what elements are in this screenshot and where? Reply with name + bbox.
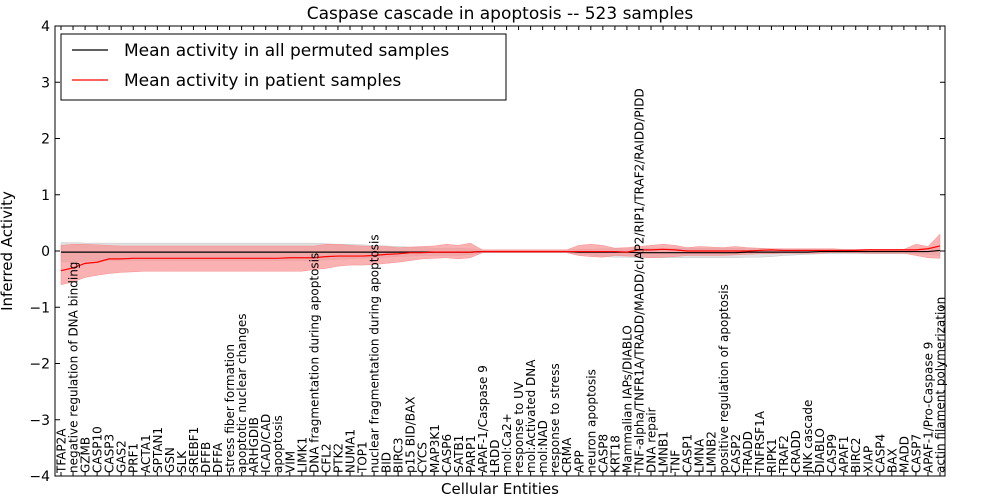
entity-label: LMNB2 — [705, 431, 719, 473]
entity-label: CASP6 — [440, 434, 454, 473]
entity-label: negative regulation of DNA binding — [67, 262, 81, 473]
entity-label: CFL2 — [319, 443, 333, 473]
entity-label: TRAF2 — [777, 435, 791, 474]
y-tick-label: 0 — [41, 244, 50, 260]
y-tick-label: 4 — [41, 19, 50, 35]
entity-label: CASP2 — [729, 434, 743, 473]
entity-label: APAF-1/Caspase 9 — [476, 365, 490, 473]
entity-label: BIRC2 — [849, 437, 863, 473]
entity-label: CASP4 — [873, 434, 887, 473]
legend-box — [60, 33, 507, 101]
entity-label: GZMB — [79, 437, 93, 473]
legend-label-permuted: Mean activity in all permuted samples — [124, 41, 449, 61]
entity-label: APAF1 — [837, 436, 851, 473]
entity-label: RIPK1 — [765, 438, 779, 473]
chart-title: Caspase cascade in apoptosis -- 523 samp… — [307, 4, 694, 24]
entity-label: TRADD — [741, 431, 755, 474]
entity-label: TNF-alpha/TNFR1A/TRADD/MADD/cIAP2/RIP1/T… — [632, 88, 646, 474]
entity-label: DFFA — [211, 442, 225, 473]
legend-label-patient: Mean activity in patient samples — [124, 71, 401, 91]
entity-label: LRDD — [488, 439, 502, 473]
entity-label: PTK2 — [331, 443, 345, 473]
entity-label: XIAP — [861, 446, 875, 473]
entity-label: neuron apoptosis — [584, 369, 598, 473]
legend: Mean activity in all permuted samples Me… — [60, 33, 507, 101]
x-axis-ticks — [60, 26, 941, 476]
y-tick-label: −4 — [29, 469, 50, 485]
entity-label: BAX — [885, 448, 899, 473]
entity-label: JNK cascade — [801, 400, 815, 474]
x-axis-label: Cellular Entities — [441, 480, 559, 498]
entity-label: CASP8 — [596, 434, 610, 473]
y-tick-label: 1 — [41, 188, 50, 204]
entity-label: mol:Activated DNA — [524, 359, 538, 473]
y-tick-label: 3 — [41, 75, 50, 91]
series-lines — [60, 245, 941, 272]
entity-label: stress fiber formation — [223, 344, 237, 473]
entity-label: CASP9 — [825, 434, 839, 473]
entity-label: PRF1 — [127, 443, 141, 473]
entity-label: ICAD/CAD — [259, 414, 273, 473]
band-series-1 — [60, 233, 941, 286]
line-series-1 — [60, 245, 941, 272]
y-tick-label: −1 — [29, 300, 50, 316]
y-axis-ticks: −4 −3 −2 −1 0 1 2 3 4 — [29, 19, 945, 485]
entity-label: MADD — [897, 436, 911, 473]
entity-label: CASP1 — [681, 434, 695, 473]
entity-label: GSN — [163, 447, 177, 473]
entity-label: CASP10 — [91, 426, 105, 473]
entity-label: CASP7 — [909, 434, 923, 473]
entity-label: APAF-1/Pro-Caspase 9 — [921, 342, 935, 473]
entity-label: DFFB — [199, 442, 213, 473]
entity-label: DNA fragmentation during apoptosis — [307, 253, 321, 473]
entity-label: apoptosis — [271, 415, 285, 473]
entity-label: MAP3K1 — [428, 424, 442, 473]
entity-label: Mammalian IAPs/DIABLO — [620, 325, 634, 473]
entity-label: mol:NAD — [536, 420, 550, 473]
entity-label: LIMK1 — [295, 437, 309, 473]
entity-label: TNFRSF1A — [753, 410, 767, 474]
entity-label: SREBF1 — [187, 427, 201, 473]
entity-label: TNF — [669, 450, 683, 474]
entity-label: positive regulation of apoptosis — [717, 284, 731, 473]
entity-label: response to UV — [512, 381, 526, 473]
entity-label: p15 BID/BAX — [404, 397, 418, 473]
entity-label: SATB1 — [452, 435, 466, 473]
entity-label: SLK — [175, 450, 189, 473]
entity-label: PARP1 — [464, 435, 478, 473]
y-axis-label: Inferred Activity — [0, 191, 16, 311]
entity-label: response to stress — [548, 363, 562, 473]
plot-frame — [54, 25, 946, 477]
entity-label: DNA repair — [645, 407, 659, 473]
entity-label: ARHGDIB — [247, 417, 261, 473]
entity-label: APP — [572, 450, 586, 473]
entity-label: LMNB1 — [657, 431, 671, 473]
entity-label: nuclear fragmentation during apoptosis — [368, 234, 382, 473]
entity-label: NUMA1 — [343, 429, 357, 473]
entity-label: BIRC3 — [392, 437, 406, 473]
entity-label: mol:Ca2+ — [500, 413, 514, 473]
entity-label: TOP1 — [356, 441, 370, 474]
entity-label: apoptotic nuclear changes — [235, 314, 249, 473]
entity-label: KRT18 — [608, 435, 622, 473]
entity-label: VIM — [283, 451, 297, 473]
entity-label: CRADD — [789, 430, 803, 473]
entity-label: DIABLO — [813, 428, 827, 473]
entity-label: CASP3 — [103, 434, 117, 473]
entity-label: BID — [380, 452, 394, 473]
entity-label: SPTAN1 — [151, 427, 165, 473]
entity-label: CYCS — [416, 442, 430, 473]
y-tick-label: 2 — [41, 132, 50, 148]
entity-label: GAS2 — [115, 440, 129, 473]
entity-label: ACTA1 — [139, 434, 153, 473]
y-tick-label: −2 — [29, 357, 50, 373]
entity-label: TFAP2A — [55, 428, 69, 474]
entity-label: CRMA — [560, 437, 574, 473]
entity-label: LMNA — [693, 438, 707, 473]
entity-label: actin filament polymerization — [934, 297, 948, 473]
y-tick-label: −3 — [29, 413, 50, 429]
